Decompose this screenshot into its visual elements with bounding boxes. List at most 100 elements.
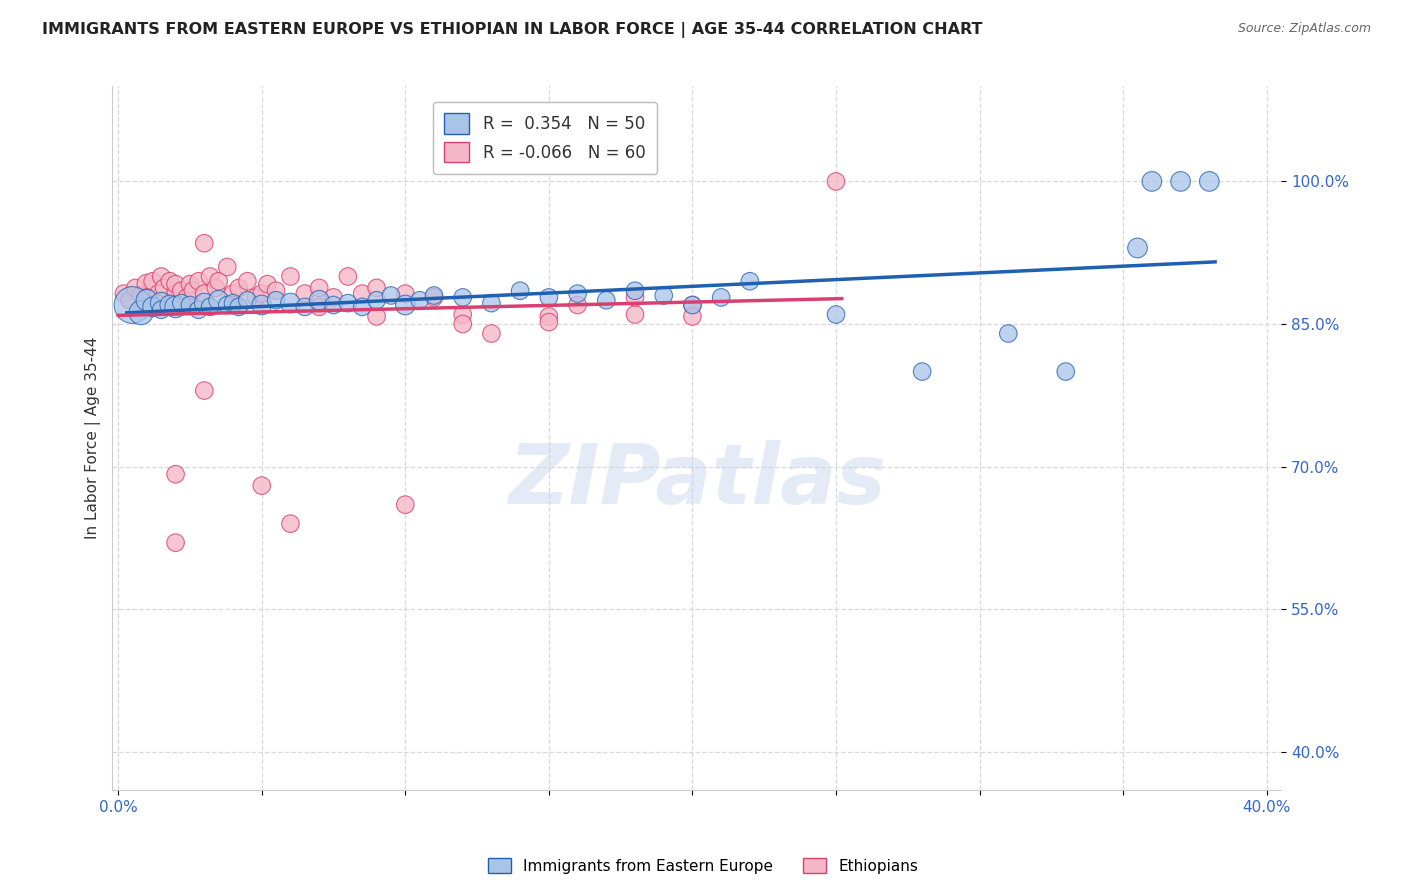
Point bbox=[567, 286, 589, 301]
Text: ZIPatlas: ZIPatlas bbox=[508, 440, 886, 521]
Point bbox=[193, 384, 215, 398]
Point bbox=[236, 274, 259, 288]
Point bbox=[537, 315, 560, 329]
Point bbox=[394, 298, 416, 312]
Point bbox=[294, 286, 316, 301]
Point bbox=[825, 308, 848, 322]
Text: Source: ZipAtlas.com: Source: ZipAtlas.com bbox=[1237, 22, 1371, 36]
Point bbox=[997, 326, 1019, 341]
Point bbox=[336, 269, 359, 284]
Point bbox=[280, 269, 302, 284]
Point bbox=[322, 290, 344, 304]
Point bbox=[250, 298, 273, 312]
Point bbox=[204, 281, 226, 295]
Point bbox=[217, 260, 239, 274]
Point bbox=[176, 290, 198, 304]
Text: IMMIGRANTS FROM EASTERN EUROPE VS ETHIOPIAN IN LABOR FORCE | AGE 35-44 CORRELATI: IMMIGRANTS FROM EASTERN EUROPE VS ETHIOP… bbox=[42, 22, 983, 38]
Point bbox=[193, 236, 215, 251]
Point bbox=[352, 300, 374, 314]
Point bbox=[165, 467, 187, 482]
Point bbox=[481, 296, 503, 310]
Point bbox=[294, 300, 316, 314]
Point bbox=[366, 281, 388, 295]
Point bbox=[451, 308, 474, 322]
Point bbox=[1170, 174, 1192, 188]
Point bbox=[1054, 365, 1077, 379]
Point bbox=[112, 286, 135, 301]
Point bbox=[193, 296, 215, 310]
Point bbox=[129, 305, 152, 319]
Point bbox=[308, 281, 330, 295]
Point bbox=[256, 277, 278, 291]
Point bbox=[170, 284, 193, 298]
Point bbox=[1140, 174, 1163, 188]
Point bbox=[142, 274, 165, 288]
Point bbox=[135, 293, 157, 308]
Point bbox=[366, 310, 388, 324]
Point bbox=[380, 288, 402, 302]
Point bbox=[228, 281, 250, 295]
Point bbox=[222, 298, 245, 312]
Point bbox=[187, 274, 209, 288]
Point bbox=[124, 281, 146, 295]
Point bbox=[280, 516, 302, 531]
Point bbox=[118, 293, 141, 308]
Point bbox=[1198, 174, 1220, 188]
Point bbox=[187, 302, 209, 317]
Point bbox=[624, 308, 647, 322]
Point bbox=[710, 290, 733, 304]
Point bbox=[217, 298, 239, 312]
Point bbox=[208, 274, 231, 288]
Point bbox=[280, 296, 302, 310]
Point bbox=[135, 290, 157, 304]
Point bbox=[652, 288, 675, 302]
Point bbox=[509, 284, 531, 298]
Y-axis label: In Labor Force | Age 35-44: In Labor Force | Age 35-44 bbox=[86, 337, 101, 540]
Legend: Immigrants from Eastern Europe, Ethiopians: Immigrants from Eastern Europe, Ethiopia… bbox=[481, 852, 925, 880]
Point bbox=[236, 293, 259, 308]
Point bbox=[250, 478, 273, 492]
Point bbox=[135, 277, 157, 291]
Point bbox=[1126, 241, 1149, 255]
Point bbox=[142, 300, 165, 314]
Point bbox=[153, 281, 176, 295]
Point bbox=[394, 286, 416, 301]
Point bbox=[165, 286, 187, 301]
Point bbox=[228, 300, 250, 314]
Point bbox=[451, 317, 474, 331]
Point bbox=[537, 290, 560, 304]
Point bbox=[308, 293, 330, 308]
Point bbox=[322, 298, 344, 312]
Point bbox=[208, 293, 231, 308]
Point bbox=[165, 300, 187, 314]
Point bbox=[170, 296, 193, 310]
Point bbox=[681, 298, 703, 312]
Point bbox=[537, 310, 560, 324]
Point bbox=[165, 277, 187, 291]
Point bbox=[179, 298, 201, 312]
Legend: R =  0.354   N = 50, R = -0.066   N = 60: R = 0.354 N = 50, R = -0.066 N = 60 bbox=[433, 102, 657, 174]
Point bbox=[121, 298, 143, 312]
Point bbox=[129, 288, 152, 302]
Point bbox=[150, 269, 173, 284]
Point bbox=[193, 286, 215, 301]
Point bbox=[423, 290, 446, 304]
Point bbox=[595, 293, 617, 308]
Point bbox=[481, 326, 503, 341]
Point bbox=[150, 302, 173, 317]
Point bbox=[245, 290, 267, 304]
Point bbox=[165, 535, 187, 549]
Point bbox=[264, 293, 287, 308]
Point bbox=[264, 284, 287, 298]
Point bbox=[159, 274, 181, 288]
Point bbox=[148, 286, 170, 301]
Point bbox=[181, 284, 204, 298]
Point bbox=[825, 174, 848, 188]
Point bbox=[198, 269, 221, 284]
Point bbox=[738, 274, 761, 288]
Point bbox=[624, 284, 647, 298]
Point bbox=[352, 286, 374, 301]
Point bbox=[250, 286, 273, 301]
Point bbox=[159, 298, 181, 312]
Point bbox=[408, 293, 430, 308]
